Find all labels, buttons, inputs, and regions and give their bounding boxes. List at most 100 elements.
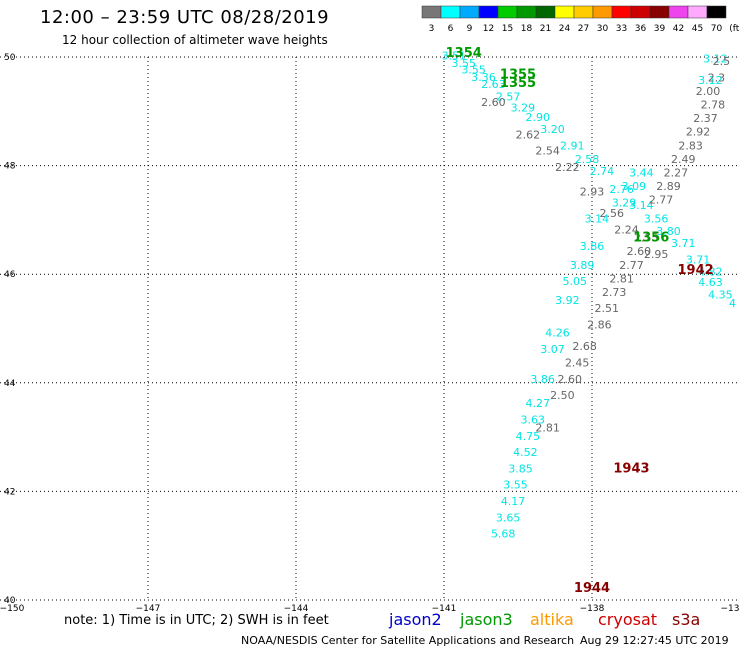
- color-swatch: [497, 5, 518, 19]
- wave-height-labels: 3.513.553.553.362.632.573.292.903.202.91…: [442, 46, 736, 596]
- jason3-value-label: 1355: [500, 76, 536, 91]
- latitude-tick-label: 40: [4, 596, 16, 606]
- s3a-value-label: 2.56: [599, 207, 624, 220]
- s3a-value-label: 2.93: [580, 185, 605, 198]
- s3a-value-label: 2.77: [649, 194, 674, 207]
- cryosat-value-label: 4.35: [708, 289, 733, 302]
- color-scale-label: 18: [521, 24, 533, 34]
- satellite-altika: altika: [530, 610, 574, 629]
- cryosat-value-label: 4.27: [525, 397, 550, 410]
- cryosat-value-label: 3.65: [496, 511, 521, 524]
- color-swatch: [592, 5, 613, 19]
- longitude-tick-label: −13: [721, 604, 740, 614]
- s3a-value-label: 2.27: [664, 166, 689, 179]
- s3a-value-label: 2.5: [713, 55, 731, 68]
- axis-tick-labels: −150 −147 −144 −141 −138 −13 40 42 44 46 48 50: [0, 53, 740, 614]
- color-scale-label: 36: [635, 24, 647, 34]
- cryosat-value-label: 3.07: [540, 343, 565, 356]
- time_red-value-label: 1944: [574, 581, 610, 596]
- s3a-value-label: 2.60: [627, 245, 652, 258]
- cryosat-value-label: 4.52: [513, 446, 538, 459]
- color-scale-label: 9: [467, 24, 473, 34]
- color-scale-unit: (ft): [729, 24, 740, 34]
- cryosat-value-label: 2.76: [609, 183, 634, 196]
- cryosat-value-label: 3.71: [671, 237, 696, 250]
- s3a-value-label: 2.78: [701, 99, 726, 112]
- color-swatch: [668, 5, 689, 19]
- longitude-tick-label: −150: [0, 604, 25, 614]
- cryosat-value-label: 3.56: [644, 213, 669, 226]
- color-scale-label: 33: [616, 24, 627, 34]
- s3a-value-label: 2.73: [602, 286, 627, 299]
- cryosat-value-label: 2.91: [560, 139, 585, 152]
- s3a-value-label: 2.37: [693, 112, 718, 125]
- cryosat-value-label: 3.55: [503, 479, 528, 492]
- s3a-value-label: 2.50: [550, 389, 575, 402]
- time_red-value-label: 1943: [613, 461, 649, 476]
- color-swatch: [459, 5, 480, 19]
- cryosat-value-label: 4.17: [501, 495, 526, 508]
- color-scale-label: 27: [578, 24, 589, 34]
- generation-timestamp: Aug 29 12:27:45 UTC 2019: [580, 634, 729, 647]
- map-grid: [0, 56, 740, 601]
- cryosat-value-label: 3.14: [585, 213, 610, 226]
- cryosat-value-label: 2.74: [590, 165, 615, 178]
- cryosat-value-label: 4.26: [545, 327, 570, 340]
- color-scale-label: 30: [597, 24, 609, 34]
- s3a-value-label: 2.83: [678, 139, 703, 152]
- satellite-jason3: jason3: [460, 610, 513, 629]
- color-scale-label: 45: [692, 24, 703, 34]
- cryosat-value-label: 5.68: [491, 528, 516, 541]
- color-swatch: [687, 5, 708, 19]
- color-swatch: [554, 5, 575, 19]
- cryosat-value-label: 4.63: [698, 276, 723, 289]
- cryosat-value-label: 3.12: [698, 74, 723, 87]
- color-swatch: [440, 5, 461, 19]
- color-scale-label: 12: [483, 24, 494, 34]
- cryosat-value-label: 3.44: [629, 166, 654, 179]
- s3a-value-label: 2.95: [644, 248, 669, 261]
- color-scale-label: 15: [502, 24, 513, 34]
- time_red-value-label: 1942: [678, 263, 714, 278]
- cryosat-value-label: 4.82: [698, 265, 723, 278]
- color-swatch: [478, 5, 499, 19]
- cryosat-value-label: 3.55: [461, 63, 486, 76]
- longitude-tick-label: −144: [284, 604, 309, 614]
- s3a-value-label: 2.45: [565, 357, 590, 370]
- page-title: 12:00 – 23:59 UTC 08/28/2019: [40, 7, 330, 28]
- cryosat-value-label: 3.36: [471, 71, 496, 84]
- color-scale-label: 70: [711, 24, 723, 34]
- color-swatch: [421, 5, 442, 19]
- s3a-value-label: 2.81: [609, 272, 634, 285]
- cryosat-value-label: 3.20: [540, 123, 565, 136]
- s3a-value-label: 2.55: [634, 232, 659, 245]
- s3a-value-label: 2.92: [686, 126, 711, 139]
- s3a-value-label: 2.60: [558, 373, 583, 386]
- jason3-value-label: 1354: [446, 46, 482, 61]
- color-scale-label: 24: [559, 24, 571, 34]
- cryosat-value-label: 3.12: [703, 52, 728, 65]
- s3a-value-label: 2.68: [572, 340, 597, 353]
- color-swatch: [630, 5, 651, 19]
- cryosat-value-label: 3.80: [656, 225, 681, 238]
- color-swatch: [535, 5, 556, 19]
- units-note: note: 1) Time is in UTC; 2) SWH is in fe…: [64, 613, 329, 628]
- s3a-value-label: 2.60: [481, 96, 506, 109]
- s3a-value-label: 2.00: [696, 85, 721, 98]
- s3a-value-label: 2.24: [614, 223, 639, 236]
- jason3-value-label: 1356: [633, 231, 669, 246]
- cryosat-value-label: 4.75: [516, 430, 541, 443]
- satellite-cryosat: cryosat: [598, 610, 658, 629]
- latitude-tick-label: 46: [4, 270, 16, 280]
- s3a-value-label: 2.89: [656, 180, 681, 193]
- latitude-tick-label: 48: [4, 162, 16, 172]
- color-swatch: [706, 5, 727, 19]
- s3a-value-label: 2.77: [619, 259, 644, 272]
- latitude-tick-label: 44: [4, 379, 16, 389]
- cryosat-value-label: 3.86: [580, 240, 605, 253]
- s3a-value-label: 2.54: [535, 145, 560, 158]
- cryosat-value-label: 3.63: [521, 414, 546, 427]
- s3a-value-label: 2.3: [708, 71, 726, 84]
